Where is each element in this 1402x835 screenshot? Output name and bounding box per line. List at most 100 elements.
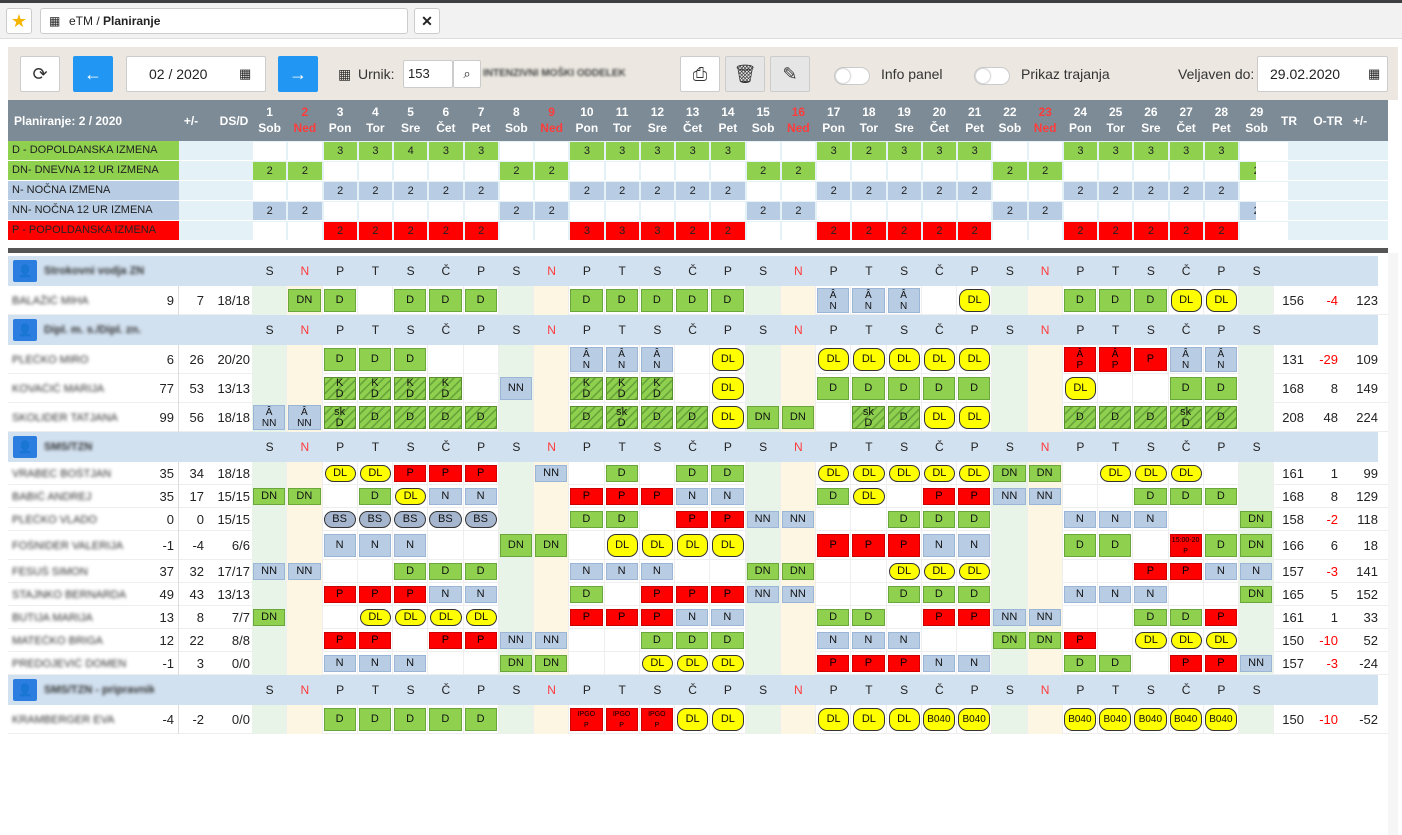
shift-sH[interactable]: D: [676, 406, 709, 429]
day-cell[interactable]: [428, 560, 464, 583]
day-cell[interactable]: [393, 652, 429, 675]
day-cell[interactable]: [1098, 462, 1134, 485]
shift-sN[interactable]: N: [887, 632, 920, 649]
day-cell[interactable]: [358, 374, 393, 403]
day-cell[interactable]: [1204, 560, 1239, 583]
shift-sD[interactable]: D: [817, 377, 850, 400]
shift-sD[interactable]: D: [958, 511, 991, 528]
day-cell[interactable]: [358, 531, 393, 560]
shift-sN[interactable]: N: [958, 655, 991, 672]
day-cell[interactable]: [640, 652, 675, 675]
shift-sP[interactable]: P: [1204, 655, 1237, 672]
shift-sD[interactable]: D: [570, 586, 603, 603]
day-cell[interactable]: [887, 462, 922, 485]
shift-sY[interactable]: DL: [677, 655, 709, 672]
shift-sY[interactable]: B040: [1099, 708, 1132, 731]
day-cell[interactable]: [710, 531, 746, 560]
day-cell[interactable]: [393, 374, 429, 403]
shift-sP[interactable]: P: [922, 488, 955, 505]
day-cell[interactable]: [428, 345, 464, 374]
shift-sP[interactable]: Â P: [1099, 347, 1132, 372]
day-cell[interactable]: [1133, 462, 1169, 485]
day-cell[interactable]: [1204, 705, 1239, 734]
day-cell[interactable]: [428, 462, 464, 485]
day-cell[interactable]: [1063, 629, 1098, 652]
day-cell[interactable]: [569, 485, 605, 508]
day-cell[interactable]: [534, 560, 570, 583]
day-cell[interactable]: [358, 485, 393, 508]
day-cell[interactable]: [287, 629, 323, 652]
shift-sH[interactable]: K D: [358, 377, 391, 400]
day-cell[interactable]: [1204, 531, 1239, 560]
shift-sN[interactable]: Â N: [852, 288, 885, 313]
day-cell[interactable]: [569, 606, 605, 629]
day-cell[interactable]: [675, 286, 711, 315]
shift-sH[interactable]: sk D: [1169, 406, 1202, 429]
day-cell[interactable]: [957, 583, 993, 606]
day-cell[interactable]: [1098, 374, 1134, 403]
day-cell[interactable]: [1098, 508, 1134, 531]
day-cell[interactable]: [710, 629, 746, 652]
shift-sH[interactable]: D: [1099, 406, 1132, 429]
shift-sY[interactable]: DL: [888, 563, 920, 580]
shift-sD[interactable]: D: [887, 377, 920, 400]
day-cell[interactable]: [605, 629, 640, 652]
shift-sP[interactable]: P: [640, 586, 673, 603]
shift-sD[interactable]: D: [676, 465, 709, 482]
day-cell[interactable]: [569, 583, 605, 606]
day-cell[interactable]: [498, 403, 534, 432]
day-cell[interactable]: [675, 462, 711, 485]
day-cell[interactable]: [428, 374, 464, 403]
shift-sY[interactable]: DL: [959, 563, 991, 580]
shift-sBS[interactable]: BS: [394, 511, 427, 528]
day-cell[interactable]: [358, 583, 393, 606]
day-cell[interactable]: [428, 652, 464, 675]
day-cell[interactable]: [780, 485, 816, 508]
day-cell[interactable]: [1027, 583, 1063, 606]
shift-sN[interactable]: NN: [1240, 655, 1273, 672]
day-cell[interactable]: [745, 652, 781, 675]
day-cell[interactable]: [1133, 286, 1169, 315]
day-cell[interactable]: [992, 705, 1028, 734]
day-cell[interactable]: [252, 345, 288, 374]
shift-sH[interactable]: K D: [429, 377, 462, 400]
day-cell[interactable]: [851, 286, 887, 315]
day-cell[interactable]: [1204, 462, 1239, 485]
day-cell[interactable]: [1204, 485, 1239, 508]
shift-sN[interactable]: NN: [499, 377, 532, 400]
day-cell[interactable]: [252, 531, 288, 560]
day-cell[interactable]: [464, 531, 499, 560]
day-cell[interactable]: [1027, 705, 1063, 734]
day-cell[interactable]: [957, 560, 993, 583]
day-cell[interactable]: [922, 652, 957, 675]
day-cell[interactable]: [816, 531, 852, 560]
day-cell[interactable]: [1204, 606, 1239, 629]
day-cell[interactable]: [1063, 345, 1098, 374]
day-cell[interactable]: [605, 286, 640, 315]
day-cell[interactable]: [1133, 606, 1169, 629]
day-cell[interactable]: [745, 629, 781, 652]
day-cell[interactable]: [393, 485, 429, 508]
day-cell[interactable]: [957, 508, 993, 531]
shift-sP[interactable]: P: [887, 655, 920, 672]
shift-sD[interactable]: DN: [535, 534, 568, 557]
shift-sN[interactable]: NN: [253, 563, 286, 580]
shift-sY[interactable]: DL: [641, 655, 673, 672]
employee-name[interactable]: VRABEC BOŠTJAN: [12, 467, 112, 480]
shift-sN[interactable]: N: [429, 488, 462, 505]
day-cell[interactable]: [887, 345, 922, 374]
shift-sD[interactable]: D: [323, 348, 356, 371]
day-cell[interactable]: [323, 345, 358, 374]
employee-name[interactable]: PLEČKO MIRO: [12, 353, 89, 366]
day-cell[interactable]: [922, 485, 957, 508]
employee-name[interactable]: BALAŽIČ MIHA: [12, 294, 89, 307]
day-cell[interactable]: [992, 286, 1028, 315]
day-cell[interactable]: [428, 286, 464, 315]
day-cell[interactable]: [323, 652, 358, 675]
day-cell[interactable]: [605, 531, 640, 560]
day-cell[interactable]: [1239, 485, 1275, 508]
shift-sY[interactable]: DL: [853, 348, 885, 371]
day-cell[interactable]: [922, 374, 957, 403]
day-cell[interactable]: [1063, 462, 1098, 485]
day-cell[interactable]: [887, 508, 922, 531]
